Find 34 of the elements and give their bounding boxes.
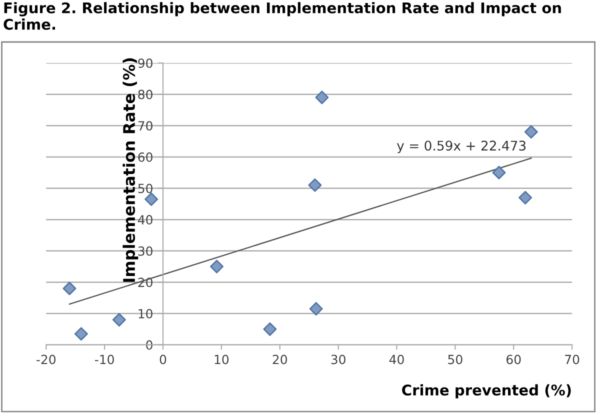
x-tick-label: 20 (272, 354, 287, 364)
point (308, 178, 322, 192)
point (524, 125, 538, 139)
x-axis-title: Crime prevented (%) (402, 384, 571, 398)
chart-title: Figure 2. Relationship between Implementation Rate and Impact on Crime. (4, 2, 561, 30)
x-tick-label: -20 (36, 354, 56, 364)
point (62, 282, 76, 296)
point (492, 166, 506, 180)
point (315, 90, 329, 104)
x-tick-label: 50 (448, 354, 462, 364)
point (309, 302, 323, 316)
y-axis-title: Implementation Rate (%) (122, 58, 138, 282)
y-tick-label: 10 (138, 308, 152, 318)
point (144, 192, 158, 206)
y-tick-label: 70 (138, 121, 152, 131)
y-tick-label: 50 (138, 184, 152, 194)
point (210, 260, 224, 274)
x-tick-label: 30 (331, 354, 346, 364)
y-tick-label: 30 (138, 246, 152, 256)
point (518, 190, 532, 204)
y-tick-label: 60 (138, 152, 152, 162)
x-tick-label: 10 (214, 354, 229, 364)
point (112, 313, 126, 327)
y-tick-label: 40 (138, 215, 152, 224)
point (263, 322, 277, 336)
y-tick-label: 90 (138, 58, 152, 68)
x-tick-label: 40 (389, 354, 404, 364)
annotation: y = 0.59x + 22.473 (396, 140, 526, 154)
y-tick-label: 80 (138, 90, 152, 100)
x-tick-label: 70 (565, 354, 580, 364)
point (74, 327, 88, 341)
x-tick-label: 0 (160, 354, 166, 364)
x-tick-label: 60 (506, 354, 521, 364)
x-tick-label: -10 (94, 354, 114, 364)
